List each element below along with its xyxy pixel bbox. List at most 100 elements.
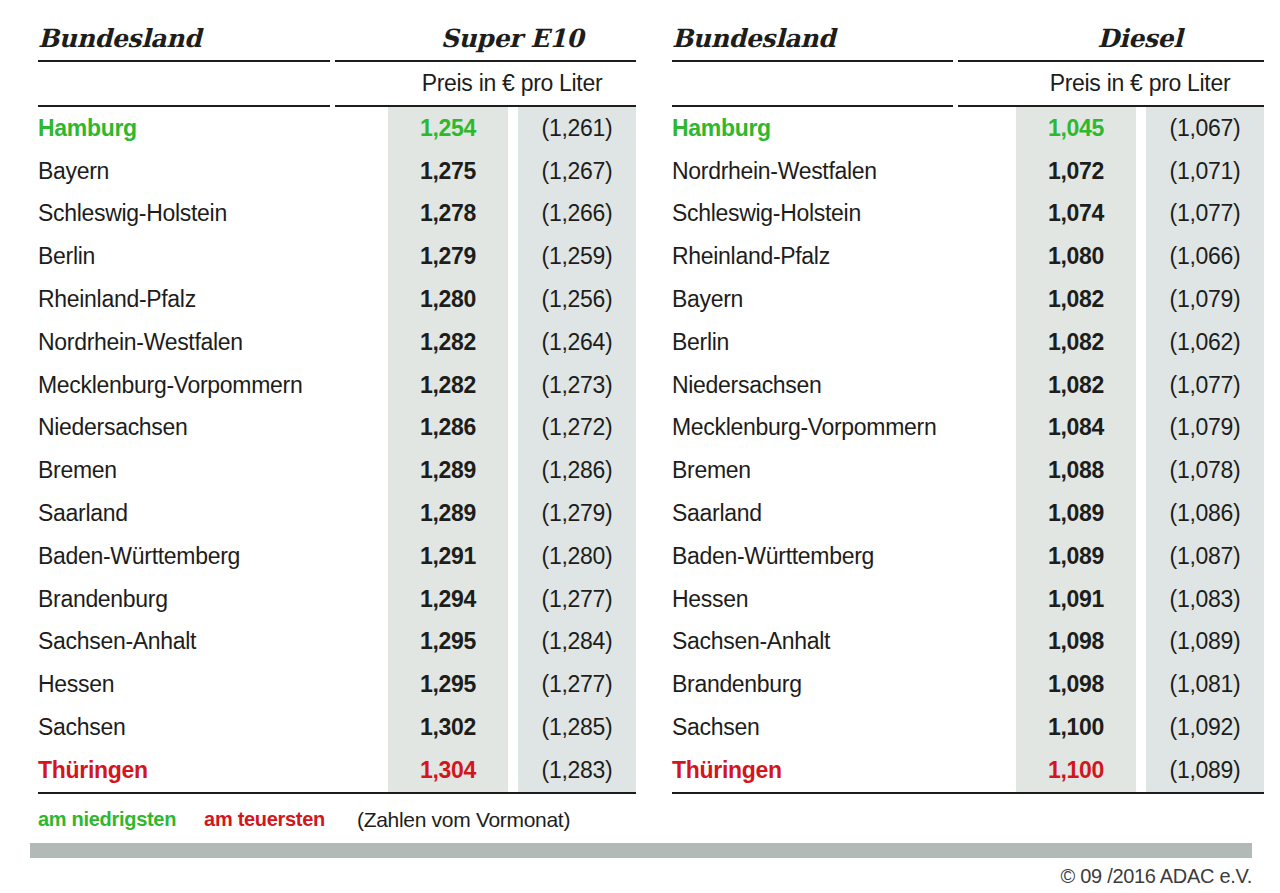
state-name: Brandenburg bbox=[672, 663, 1016, 706]
state-name: Bayern bbox=[672, 278, 1016, 321]
current-price: 1,291 bbox=[388, 535, 508, 578]
table-row: Baden-Württemberg1,089(1,087) bbox=[672, 535, 1264, 578]
current-price: 1,295 bbox=[388, 621, 508, 664]
super-e10-table: Bundesland Super E10 Preis in € pro Lite… bbox=[38, 14, 636, 794]
current-price: 1,072 bbox=[1016, 150, 1136, 193]
state-name: Hessen bbox=[672, 578, 1016, 621]
table-row: Hessen1,295(1,277) bbox=[38, 663, 636, 706]
state-name: Sachsen bbox=[38, 706, 388, 749]
previous-month-price: (1,092) bbox=[1146, 706, 1264, 749]
table-row: Hamburg1,045(1,067) bbox=[672, 107, 1264, 150]
current-price: 1,304 bbox=[388, 749, 508, 792]
previous-month-price: (1,280) bbox=[518, 535, 636, 578]
current-price: 1,098 bbox=[1016, 663, 1136, 706]
table-row: Niedersachsen1,082(1,077) bbox=[672, 364, 1264, 407]
current-price: 1,080 bbox=[1016, 235, 1136, 278]
previous-month-price: (1,267) bbox=[518, 150, 636, 193]
state-name: Nordrhein-Westfalen bbox=[672, 150, 1016, 193]
state-name: Nordrhein-Westfalen bbox=[38, 321, 388, 364]
current-price: 1,100 bbox=[1016, 706, 1136, 749]
previous-month-price: (1,286) bbox=[518, 449, 636, 492]
state-name: Bremen bbox=[672, 449, 1016, 492]
state-name: Bayern bbox=[38, 150, 388, 193]
table-row: Saarland1,289(1,279) bbox=[38, 492, 636, 535]
state-name: Rheinland-Pfalz bbox=[672, 235, 1016, 278]
table-row: Bayern1,275(1,267) bbox=[38, 150, 636, 193]
current-price: 1,089 bbox=[1016, 535, 1136, 578]
state-name: Sachsen bbox=[672, 706, 1016, 749]
previous-month-price: (1,066) bbox=[1146, 235, 1264, 278]
state-name: Thüringen bbox=[672, 749, 1016, 792]
unit-label: Preis in € pro Liter bbox=[1016, 70, 1264, 97]
table-row: Rheinland-Pfalz1,080(1,066) bbox=[672, 235, 1264, 278]
legend-lowest-label: am niedrigsten bbox=[38, 808, 176, 831]
state-name: Rheinland-Pfalz bbox=[38, 278, 388, 321]
current-price: 1,088 bbox=[1016, 449, 1136, 492]
current-price: 1,082 bbox=[1016, 278, 1136, 321]
previous-month-price: (1,086) bbox=[1146, 492, 1264, 535]
previous-month-price: (1,078) bbox=[1146, 449, 1264, 492]
state-name: Bremen bbox=[38, 449, 388, 492]
previous-month-price: (1,079) bbox=[1146, 278, 1264, 321]
current-price: 1,280 bbox=[388, 278, 508, 321]
column-header-bundesland: Bundesland bbox=[672, 26, 1016, 51]
current-price: 1,098 bbox=[1016, 621, 1136, 664]
table-row: Sachsen1,100(1,092) bbox=[672, 706, 1264, 749]
previous-month-price: (1,285) bbox=[518, 706, 636, 749]
table-row: Mecklenburg-Vorpommern1,282(1,273) bbox=[38, 364, 636, 407]
table-row: Bayern1,082(1,079) bbox=[672, 278, 1264, 321]
state-name: Saarland bbox=[672, 492, 1016, 535]
previous-month-price: (1,277) bbox=[518, 578, 636, 621]
column-header-fuel-type: Super E10 bbox=[388, 26, 636, 51]
table-body: Hamburg1,045(1,067)Nordrhein-Westfalen1,… bbox=[672, 107, 1264, 792]
previous-month-price: (1,284) bbox=[518, 621, 636, 664]
current-price: 1,302 bbox=[388, 706, 508, 749]
previous-month-price: (1,062) bbox=[1146, 321, 1264, 364]
current-price: 1,082 bbox=[1016, 321, 1136, 364]
tables-container: Bundesland Super E10 Preis in € pro Lite… bbox=[0, 0, 1280, 794]
legend: am niedrigsten am teuersten (Zahlen vom … bbox=[0, 806, 1280, 834]
table-row: Sachsen-Anhalt1,098(1,089) bbox=[672, 621, 1264, 664]
current-price: 1,254 bbox=[388, 107, 508, 150]
previous-month-price: (1,089) bbox=[1146, 749, 1264, 792]
table-row: Sachsen1,302(1,285) bbox=[38, 706, 636, 749]
table-header: Bundesland Diesel bbox=[672, 14, 1264, 60]
current-price: 1,295 bbox=[388, 663, 508, 706]
state-name: Berlin bbox=[38, 235, 388, 278]
table-row: Schleswig-Holstein1,074(1,077) bbox=[672, 193, 1264, 236]
diesel-table: Bundesland Diesel Preis in € pro Liter H… bbox=[672, 14, 1264, 794]
table-header: Bundesland Super E10 bbox=[38, 14, 636, 60]
column-header-bundesland: Bundesland bbox=[38, 26, 388, 51]
previous-month-price: (1,087) bbox=[1146, 535, 1264, 578]
table-row: Nordrhein-Westfalen1,072(1,071) bbox=[672, 150, 1264, 193]
current-price: 1,275 bbox=[388, 150, 508, 193]
state-name: Hessen bbox=[38, 663, 388, 706]
previous-month-price: (1,273) bbox=[518, 364, 636, 407]
table-row: Bremen1,289(1,286) bbox=[38, 449, 636, 492]
footer-bar bbox=[30, 843, 1252, 858]
previous-month-price: (1,077) bbox=[1146, 193, 1264, 236]
state-name: Hamburg bbox=[38, 107, 388, 150]
adac-fuel-price-infographic: Bundesland Super E10 Preis in € pro Lite… bbox=[0, 0, 1280, 893]
copyright-text: © 09 /2016 ADAC e.V. bbox=[0, 865, 1280, 888]
previous-month-price: (1,264) bbox=[518, 321, 636, 364]
previous-month-price: (1,261) bbox=[518, 107, 636, 150]
state-name: Hamburg bbox=[672, 107, 1016, 150]
table-body: Hamburg1,254(1,261)Bayern1,275(1,267)Sch… bbox=[38, 107, 636, 792]
current-price: 1,091 bbox=[1016, 578, 1136, 621]
current-price: 1,279 bbox=[388, 235, 508, 278]
current-price: 1,286 bbox=[388, 407, 508, 450]
previous-month-price: (1,256) bbox=[518, 278, 636, 321]
previous-month-price: (1,272) bbox=[518, 407, 636, 450]
table-row: Brandenburg1,098(1,081) bbox=[672, 663, 1264, 706]
current-price: 1,294 bbox=[388, 578, 508, 621]
table-row: Nordrhein-Westfalen1,282(1,264) bbox=[38, 321, 636, 364]
state-name: Mecklenburg-Vorpommern bbox=[672, 407, 1016, 450]
state-name: Niedersachsen bbox=[672, 364, 1016, 407]
current-price: 1,289 bbox=[388, 449, 508, 492]
previous-month-price: (1,277) bbox=[518, 663, 636, 706]
table-row: Sachsen-Anhalt1,295(1,284) bbox=[38, 621, 636, 664]
state-name: Sachsen-Anhalt bbox=[38, 621, 388, 664]
previous-month-price: (1,079) bbox=[1146, 407, 1264, 450]
state-name: Schleswig-Holstein bbox=[38, 193, 388, 236]
